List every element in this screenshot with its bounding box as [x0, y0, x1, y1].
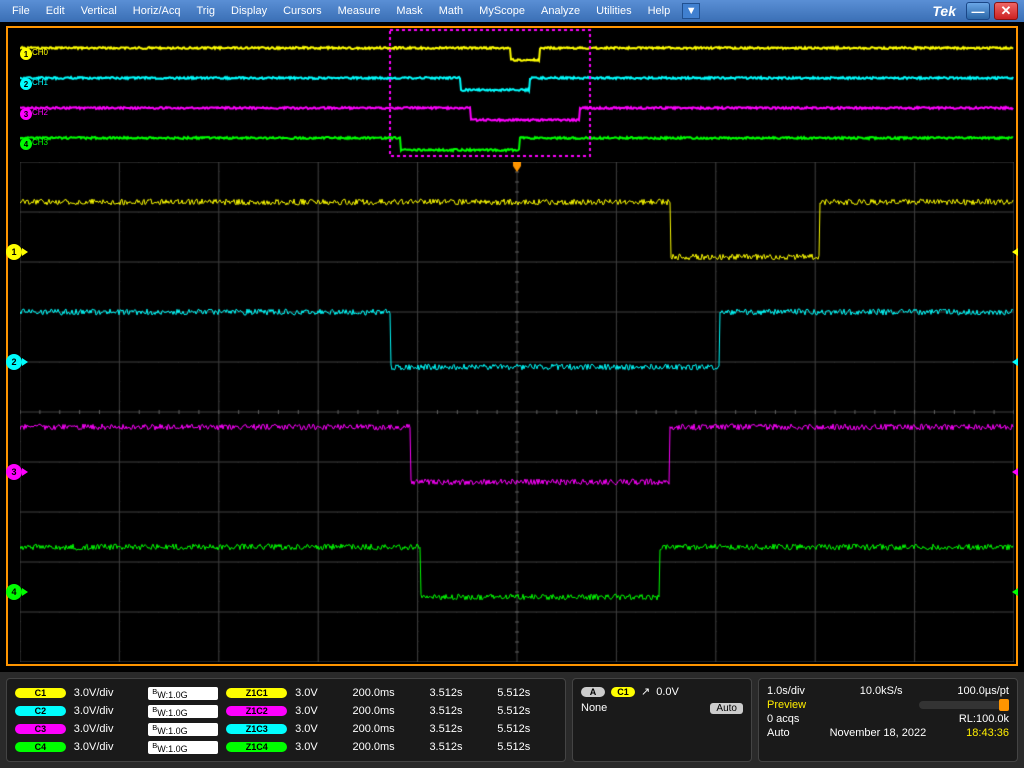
acq-count: 0 acqs: [767, 713, 799, 725]
menu-myscope[interactable]: MyScope: [471, 2, 533, 20]
timebase: 1.0s/div: [767, 685, 805, 697]
menu-utilities[interactable]: Utilities: [588, 2, 639, 20]
menu-file[interactable]: File: [4, 2, 38, 20]
t1-C1: 200.0ms: [352, 687, 421, 699]
trigger-mode-badge: A: [581, 687, 605, 697]
t3-C2: 5.512s: [497, 705, 557, 717]
record-length: RL:100.0k: [959, 713, 1009, 725]
overview-label-4: CH3: [32, 138, 48, 147]
bw-badge-C1: BW:1.0G: [148, 687, 218, 700]
t1-C3: 200.0ms: [352, 723, 421, 735]
ch-arrow-left-3: [22, 468, 28, 476]
close-button[interactable]: ✕: [994, 2, 1018, 20]
zoom-v-C4: 3.0V: [295, 741, 344, 753]
menu-display[interactable]: Display: [223, 2, 275, 20]
acquisition-panel: 1.0s/div 10.0kS/s 100.0µs/pt Preview 0 a…: [758, 678, 1018, 762]
sample-rate: 10.0kS/s: [860, 685, 903, 697]
ch-arrow-left-2: [22, 358, 28, 366]
t2-C3: 3.512s: [429, 723, 489, 735]
scope-display: 1 CH0 2 CH1 3 CH2 4 CH3 1 2 3 4: [0, 22, 1024, 672]
waveform-area[interactable]: 1 2 3 4: [20, 162, 1016, 666]
ch-ground-marker-4[interactable]: 4: [6, 584, 22, 600]
trigger-auto-badge: Auto: [710, 703, 743, 714]
menu-bar: FileEditVerticalHoriz/AcqTrigDisplayCurs…: [0, 0, 1024, 22]
minimize-button[interactable]: —: [966, 2, 990, 20]
overview-marker-3[interactable]: 3: [20, 108, 32, 120]
overview-marker-2[interactable]: 2: [20, 78, 32, 90]
trigger-coupling: None: [581, 702, 607, 714]
trigger-source-badge: C1: [611, 687, 635, 697]
menu-dropdown-button[interactable]: ▼: [682, 3, 700, 19]
menu-mask[interactable]: Mask: [388, 2, 430, 20]
zoom-badge-C3[interactable]: Z1C3: [226, 724, 287, 734]
zoom-badge-C4[interactable]: Z1C4: [226, 742, 287, 752]
bw-badge-C3: BW:1.0G: [148, 723, 218, 736]
ch-arrow-left-1: [22, 248, 28, 256]
bw-badge-C2: BW:1.0G: [148, 705, 218, 718]
menu-trig[interactable]: Trig: [188, 2, 223, 20]
channel-panel: C1 3.0V/div BW:1.0G Z1C1 3.0V 200.0ms 3.…: [6, 678, 566, 762]
menu-vertical[interactable]: Vertical: [73, 2, 125, 20]
brand-logo: Tek: [924, 3, 964, 19]
t2-C4: 3.512s: [429, 741, 489, 753]
overview-label-2: CH1: [32, 78, 48, 87]
t1-C2: 200.0ms: [352, 705, 421, 717]
menu-cursors[interactable]: Cursors: [275, 2, 330, 20]
ch-arrow-left-4: [22, 588, 28, 596]
ch-ground-marker-3[interactable]: 3: [6, 464, 22, 480]
t2-C2: 3.512s: [429, 705, 489, 717]
zoom-v-C3: 3.0V: [295, 723, 344, 735]
trig-mode: Auto: [767, 727, 790, 739]
ch-arrow-right-1: [1012, 248, 1018, 256]
t3-C3: 5.512s: [497, 723, 557, 735]
ch-arrow-right-2: [1012, 358, 1018, 366]
zoom-badge-C1[interactable]: Z1C1: [226, 688, 287, 698]
preview-label: Preview: [767, 699, 806, 711]
trigger-edge-icon: ↗: [641, 685, 650, 698]
trigger-level: 0.0V: [656, 686, 679, 698]
overview-label-1: CH0: [32, 48, 48, 57]
menu-analyze[interactable]: Analyze: [533, 2, 588, 20]
menu-edit[interactable]: Edit: [38, 2, 73, 20]
zoom-badge-C2[interactable]: Z1C2: [226, 706, 287, 716]
ch-arrow-right-3: [1012, 468, 1018, 476]
overview-label-3: CH2: [32, 108, 48, 117]
menu-measure[interactable]: Measure: [330, 2, 389, 20]
ch-badge-C4[interactable]: C4: [15, 742, 66, 752]
preview-slider[interactable]: [919, 701, 1009, 709]
resolution: 100.0µs/pt: [957, 685, 1009, 697]
bw-badge-C4: BW:1.0G: [148, 741, 218, 754]
menu-horizacq[interactable]: Horiz/Acq: [125, 2, 189, 20]
time-label: 18:43:36: [966, 727, 1009, 739]
menu-help[interactable]: Help: [640, 2, 679, 20]
t3-C1: 5.512s: [497, 687, 557, 699]
ch-badge-C3[interactable]: C3: [15, 724, 66, 734]
ch-vdiv-C1: 3.0V/div: [74, 687, 140, 699]
t3-C4: 5.512s: [497, 741, 557, 753]
ch-badge-C1[interactable]: C1: [15, 688, 66, 698]
t2-C1: 3.512s: [429, 687, 489, 699]
info-bar: C1 3.0V/div BW:1.0G Z1C1 3.0V 200.0ms 3.…: [0, 672, 1024, 768]
ch-vdiv-C2: 3.0V/div: [74, 705, 140, 717]
ch-arrow-right-4: [1012, 588, 1018, 596]
zoom-v-C2: 3.0V: [295, 705, 344, 717]
overview-strip[interactable]: 1 CH0 2 CH1 3 CH2 4 CH3: [20, 28, 1016, 158]
overview-marker-4[interactable]: 4: [20, 138, 32, 150]
trigger-panel: A C1 ↗ 0.0V None Auto: [572, 678, 752, 762]
date-label: November 18, 2022: [830, 727, 927, 739]
ch-ground-marker-1[interactable]: 1: [6, 244, 22, 260]
ch-vdiv-C4: 3.0V/div: [74, 741, 140, 753]
menu-math[interactable]: Math: [431, 2, 471, 20]
ch-badge-C2[interactable]: C2: [15, 706, 66, 716]
overview-marker-1[interactable]: 1: [20, 48, 32, 60]
ch-vdiv-C3: 3.0V/div: [74, 723, 140, 735]
ch-ground-marker-2[interactable]: 2: [6, 354, 22, 370]
t1-C4: 200.0ms: [352, 741, 421, 753]
zoom-v-C1: 3.0V: [295, 687, 344, 699]
